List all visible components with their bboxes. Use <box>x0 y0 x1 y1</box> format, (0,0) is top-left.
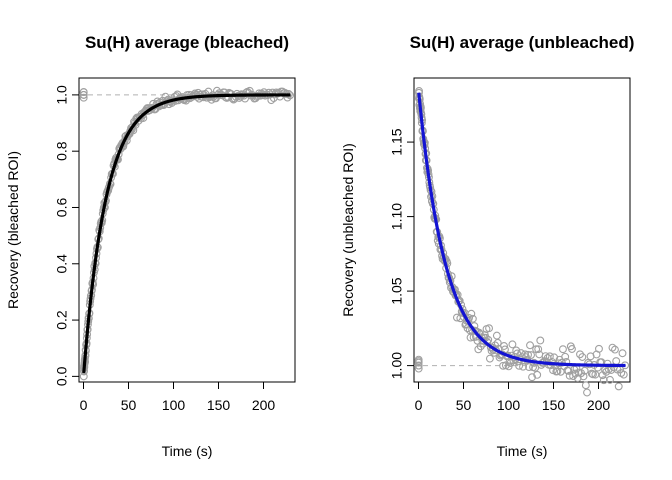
data-point <box>587 369 596 378</box>
data-point <box>466 333 475 342</box>
x-axis: 0 50 100 150 200 <box>415 381 611 413</box>
y-tick-label: 1.15 <box>389 128 405 155</box>
y-tick-label: 0.4 <box>54 254 70 274</box>
x-tick-label: 50 <box>121 397 137 413</box>
data-point <box>608 343 617 352</box>
data-point <box>579 372 588 381</box>
data-point <box>561 352 570 361</box>
data-point <box>536 336 545 345</box>
data-points <box>79 86 294 381</box>
x-tick-label: 150 <box>207 397 231 413</box>
plot-frame <box>413 77 631 383</box>
data-point <box>485 354 494 363</box>
data-point <box>619 370 628 379</box>
data-point <box>79 93 88 102</box>
data-point <box>508 340 517 349</box>
x-tick-label: 50 <box>456 397 472 413</box>
plot-frame <box>78 77 296 383</box>
x-tick-label: 200 <box>252 397 276 413</box>
data-point <box>519 362 527 371</box>
y-axis-label: Recovery (bleached ROI) <box>5 151 21 309</box>
data-point <box>595 344 603 353</box>
data-point <box>533 370 542 379</box>
data-point <box>578 353 587 361</box>
x-tick-label: 200 <box>587 397 611 413</box>
x-tick-label: 100 <box>497 397 521 413</box>
data-point <box>414 361 423 370</box>
data-point <box>531 363 540 372</box>
data-point <box>492 331 501 340</box>
data-point <box>467 309 476 318</box>
data-point <box>583 388 591 397</box>
data-point <box>581 381 590 390</box>
data-point <box>79 90 88 99</box>
data-point <box>618 349 627 358</box>
panel-bleached: Su(H) average (bleached) Time (s) Recovery… <box>5 33 296 459</box>
data-point <box>603 359 612 368</box>
data-point <box>558 345 567 354</box>
x-tick-label: 0 <box>415 397 423 413</box>
data-point <box>568 345 576 353</box>
y-tick-label: 0.8 <box>54 141 70 161</box>
y-axis: 0.0 0.2 0.4 0.6 0.8 1.0 <box>54 85 80 386</box>
y-tick-label: 1.0 <box>54 85 70 105</box>
data-point <box>527 351 535 359</box>
data-point <box>267 96 276 105</box>
data-point <box>606 375 614 384</box>
data-point <box>526 341 534 350</box>
y-tick-label: 1.00 <box>389 352 405 379</box>
data-point <box>564 366 573 375</box>
data-point <box>79 88 88 97</box>
data-point <box>414 357 423 366</box>
data-point <box>553 367 562 376</box>
x-axis: 0 50 100 150 200 <box>80 381 276 413</box>
data-point <box>493 338 502 347</box>
data-point <box>611 345 619 354</box>
panel-unbleached: Su(H) average (unbleached) Time (s) Recove… <box>340 33 634 459</box>
y-tick-label: 0.6 <box>54 198 70 218</box>
data-point <box>414 364 423 373</box>
data-point <box>468 314 477 323</box>
data-points <box>414 87 629 397</box>
data-point <box>499 361 508 370</box>
y-tick-label: 1.05 <box>389 277 405 304</box>
data-point <box>500 342 508 350</box>
data-point <box>580 366 589 375</box>
chart-title: Su(H) average (bleached) <box>85 33 289 52</box>
data-point <box>541 352 550 361</box>
data-point <box>599 376 608 385</box>
chart-title: Su(H) average (unbleached) <box>410 33 635 52</box>
data-point <box>525 363 533 372</box>
data-point <box>602 367 611 376</box>
data-point <box>534 345 543 354</box>
x-tick-label: 150 <box>542 397 566 413</box>
x-tick-label: 100 <box>162 397 186 413</box>
data-point <box>476 342 485 351</box>
data-point <box>612 357 621 366</box>
y-axis: 1.00 1.05 1.10 1.15 <box>389 128 415 379</box>
y-tick-label: 1.10 <box>389 203 405 230</box>
data-point <box>528 373 537 382</box>
data-point <box>485 324 493 333</box>
x-axis-label: Time (s) <box>162 443 213 459</box>
y-axis-label: Recovery (unbleached ROI) <box>340 143 356 317</box>
x-tick-label: 0 <box>80 397 88 413</box>
y-tick-label: 0.0 <box>54 366 70 386</box>
y-tick-label: 0.2 <box>54 310 70 330</box>
fit-curve <box>82 93 292 374</box>
data-point <box>524 350 532 359</box>
data-point <box>614 382 623 391</box>
data-point <box>571 369 580 378</box>
x-axis-label: Time (s) <box>497 443 548 459</box>
fit-curve <box>417 92 627 368</box>
